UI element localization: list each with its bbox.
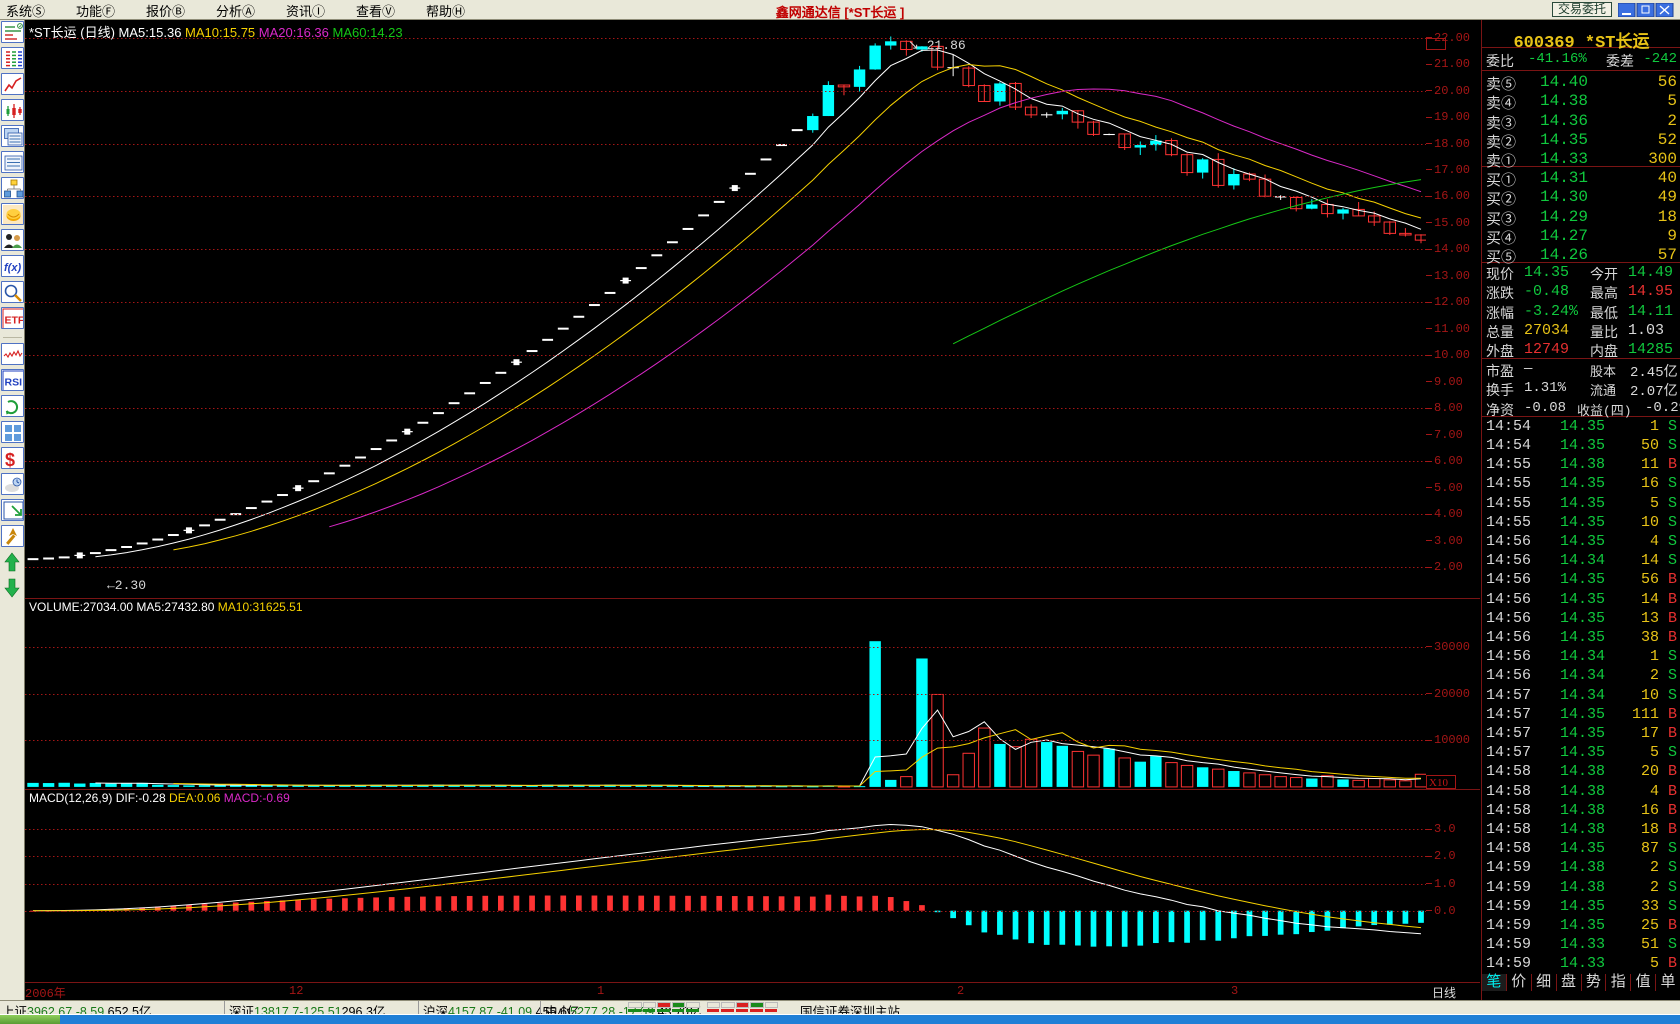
svg-text:RSI: RSI	[5, 377, 23, 389]
svg-text:f(x): f(x)	[4, 262, 21, 274]
svg-text:X10: X10	[1429, 777, 1448, 789]
svg-text:$: $	[5, 450, 15, 469]
svg-text:ETF: ETF	[5, 315, 25, 327]
